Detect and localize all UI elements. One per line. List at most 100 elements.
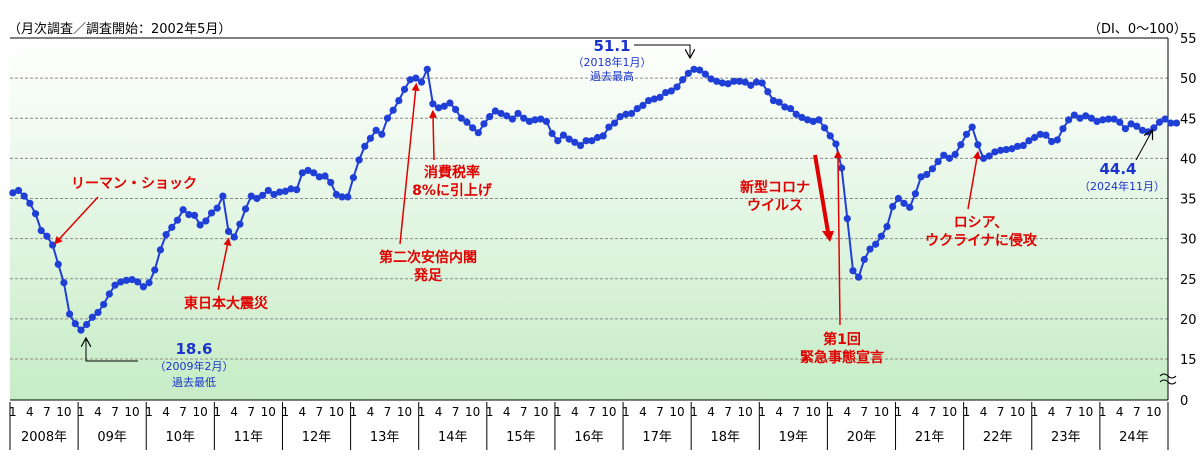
data-point xyxy=(190,211,199,219)
data-point xyxy=(162,231,170,239)
month-tick-label: 7 xyxy=(792,405,800,419)
data-point xyxy=(610,119,619,127)
month-tick-label: 10 xyxy=(1078,405,1093,419)
data-point xyxy=(730,77,738,85)
month-tick-label: 7 xyxy=(179,405,187,419)
data-point xyxy=(582,137,590,145)
data-point xyxy=(650,95,658,103)
data-point xyxy=(860,255,868,264)
month-tick-label: 7 xyxy=(929,405,937,419)
data-point xyxy=(400,85,409,93)
annotation-arrow xyxy=(399,82,420,245)
data-point xyxy=(469,124,477,132)
data-point xyxy=(696,66,704,74)
data-point xyxy=(645,96,653,105)
data-point xyxy=(1076,114,1084,122)
year-label: 17年 xyxy=(642,430,672,445)
data-point xyxy=(673,83,681,91)
month-tick-label: 1 xyxy=(77,405,85,419)
data-point xyxy=(565,135,573,143)
data-point xyxy=(1008,145,1016,153)
annotation-russia-line2: ウクライナに侵攻 xyxy=(925,232,1038,249)
month-tick-label: 10 xyxy=(124,405,139,419)
data-point xyxy=(304,166,312,175)
annotation-arrow xyxy=(833,149,842,326)
month-tick-label: 4 xyxy=(162,405,170,419)
month-tick-label: 1 xyxy=(758,405,766,419)
data-point xyxy=(457,114,465,122)
month-tick-label: 10 xyxy=(942,405,957,419)
data-point xyxy=(576,141,585,150)
month-tick-label: 4 xyxy=(1116,405,1124,419)
month-tick-label: 10 xyxy=(397,405,412,419)
data-point xyxy=(429,100,437,108)
month-tick-label: 1 xyxy=(9,405,17,419)
data-point xyxy=(315,173,323,181)
month-tick-label: 10 xyxy=(56,405,71,419)
data-point xyxy=(219,192,227,200)
data-point xyxy=(707,75,715,83)
data-point xyxy=(503,112,511,120)
month-tick-label: 1 xyxy=(963,405,971,419)
data-point xyxy=(1150,124,1158,132)
data-point xyxy=(809,117,817,126)
data-point xyxy=(497,109,505,118)
data-point xyxy=(872,240,880,248)
data-point xyxy=(259,191,267,199)
y-tick-label: 45 xyxy=(1180,112,1197,127)
data-point xyxy=(531,116,539,124)
month-tick-label: 7 xyxy=(43,405,51,419)
y-tick-label: 20 xyxy=(1180,313,1197,328)
data-point xyxy=(832,140,840,148)
data-point xyxy=(1036,130,1044,138)
annotation-latest-date: （2024年11月） xyxy=(1079,179,1165,193)
annotation-tax-line2: 8%に引上げ xyxy=(412,183,493,199)
month-tick-label: 10 xyxy=(669,405,684,419)
month-tick-label: 7 xyxy=(520,405,528,419)
data-point xyxy=(332,190,340,199)
data-point xyxy=(230,233,238,241)
data-point xyxy=(378,130,386,138)
data-point xyxy=(37,227,45,235)
data-point xyxy=(60,279,68,287)
data-point xyxy=(588,137,596,145)
data-point xyxy=(327,178,335,187)
data-point xyxy=(71,320,79,328)
year-label: 16年 xyxy=(574,430,604,445)
data-point xyxy=(735,77,744,85)
year-label: 24年 xyxy=(1119,430,1149,445)
y-tick-label: 25 xyxy=(1180,273,1197,288)
data-point xyxy=(372,126,380,134)
data-point xyxy=(855,273,863,281)
annotation-max-date: （2018年1月） xyxy=(573,55,652,69)
data-point xyxy=(571,138,579,146)
data-point xyxy=(168,223,176,231)
data-point xyxy=(1121,125,1130,133)
month-tick-label: 10 xyxy=(601,405,616,419)
month-tick-label: 4 xyxy=(435,405,443,419)
axis-break-mark xyxy=(1159,373,1177,379)
data-point xyxy=(593,133,602,142)
data-point xyxy=(128,275,136,284)
data-point xyxy=(202,217,210,225)
data-point xyxy=(1042,131,1050,139)
data-point xyxy=(798,113,806,122)
data-point xyxy=(537,115,545,123)
annotation-emergency-line2: 緊急事態宣言 xyxy=(800,349,884,366)
data-point xyxy=(889,202,897,211)
data-point xyxy=(287,185,295,193)
data-point xyxy=(684,69,692,77)
month-tick-label: 1 xyxy=(554,405,562,419)
data-point xyxy=(667,87,675,95)
data-point xyxy=(752,78,761,86)
data-point xyxy=(877,232,885,240)
data-point xyxy=(298,169,306,177)
data-point xyxy=(491,107,499,115)
month-tick-label: 1 xyxy=(895,405,903,419)
annotation-arrow xyxy=(429,109,438,161)
data-point xyxy=(139,283,147,291)
year-label: 10年 xyxy=(166,430,196,445)
annotation-covid-line1: 新型コロナ xyxy=(740,179,810,196)
y-tick-label: 35 xyxy=(1180,193,1197,208)
data-point xyxy=(196,221,204,229)
